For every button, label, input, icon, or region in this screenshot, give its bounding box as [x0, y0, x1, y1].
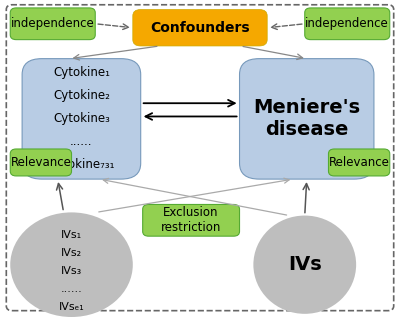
Text: Confounders: Confounders — [150, 21, 250, 35]
Ellipse shape — [253, 216, 356, 314]
Text: Relevance: Relevance — [329, 156, 390, 169]
Text: IVsₑ₁: IVsₑ₁ — [59, 302, 84, 312]
Text: Cytokine₃: Cytokine₃ — [53, 112, 110, 126]
FancyBboxPatch shape — [143, 204, 240, 236]
Text: IVs₃: IVs₃ — [61, 266, 82, 276]
Text: Cytokine₁: Cytokine₁ — [53, 66, 110, 80]
FancyBboxPatch shape — [10, 8, 95, 40]
Text: Cytokine₂: Cytokine₂ — [53, 89, 110, 102]
FancyBboxPatch shape — [10, 149, 72, 176]
Text: ......: ...... — [70, 135, 93, 148]
FancyBboxPatch shape — [305, 8, 390, 40]
Text: independence: independence — [305, 17, 389, 30]
Ellipse shape — [10, 212, 133, 317]
Text: ......: ...... — [61, 284, 82, 294]
Text: Cytokine₇₃₁: Cytokine₇₃₁ — [48, 158, 115, 171]
Text: Meniere's
disease: Meniere's disease — [253, 98, 360, 139]
Text: IVs: IVs — [288, 255, 322, 274]
Text: Relevance: Relevance — [10, 156, 71, 169]
FancyBboxPatch shape — [133, 10, 267, 46]
FancyBboxPatch shape — [240, 59, 374, 179]
FancyBboxPatch shape — [22, 59, 141, 179]
Text: independence: independence — [11, 17, 95, 30]
FancyBboxPatch shape — [328, 149, 390, 176]
Text: Exclusion
restriction: Exclusion restriction — [161, 206, 221, 234]
Text: IVs₂: IVs₂ — [61, 248, 82, 258]
Text: IVs₁: IVs₁ — [61, 230, 82, 240]
